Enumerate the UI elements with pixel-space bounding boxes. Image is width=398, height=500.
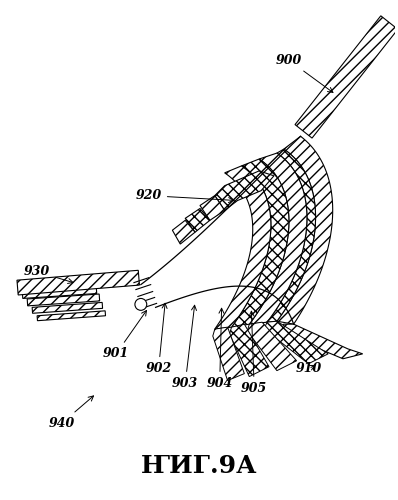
Text: 930: 930 xyxy=(24,266,73,283)
Text: 910: 910 xyxy=(295,362,322,375)
Text: 920: 920 xyxy=(136,189,234,202)
Text: 900: 900 xyxy=(275,54,333,92)
Text: 902: 902 xyxy=(145,304,172,375)
Polygon shape xyxy=(172,220,195,244)
Polygon shape xyxy=(185,208,210,232)
Polygon shape xyxy=(247,322,297,370)
Polygon shape xyxy=(22,286,97,298)
Text: 904: 904 xyxy=(207,308,233,390)
Polygon shape xyxy=(267,149,316,322)
Polygon shape xyxy=(230,324,269,376)
Polygon shape xyxy=(200,196,224,220)
Text: 903: 903 xyxy=(172,306,198,390)
Text: 940: 940 xyxy=(49,396,94,430)
Polygon shape xyxy=(277,324,363,359)
Text: 901: 901 xyxy=(103,310,146,360)
Polygon shape xyxy=(37,311,105,320)
Polygon shape xyxy=(277,136,333,324)
Text: 905: 905 xyxy=(241,311,267,395)
Polygon shape xyxy=(215,166,271,329)
Polygon shape xyxy=(27,294,100,306)
Circle shape xyxy=(135,298,147,310)
Polygon shape xyxy=(213,327,244,380)
Polygon shape xyxy=(215,171,274,210)
Polygon shape xyxy=(264,321,328,364)
Polygon shape xyxy=(32,302,103,314)
Polygon shape xyxy=(17,270,139,295)
Polygon shape xyxy=(295,16,398,138)
Polygon shape xyxy=(232,159,289,327)
Text: ҤИГ.9А: ҤИГ.9А xyxy=(141,454,257,477)
Polygon shape xyxy=(249,153,307,324)
